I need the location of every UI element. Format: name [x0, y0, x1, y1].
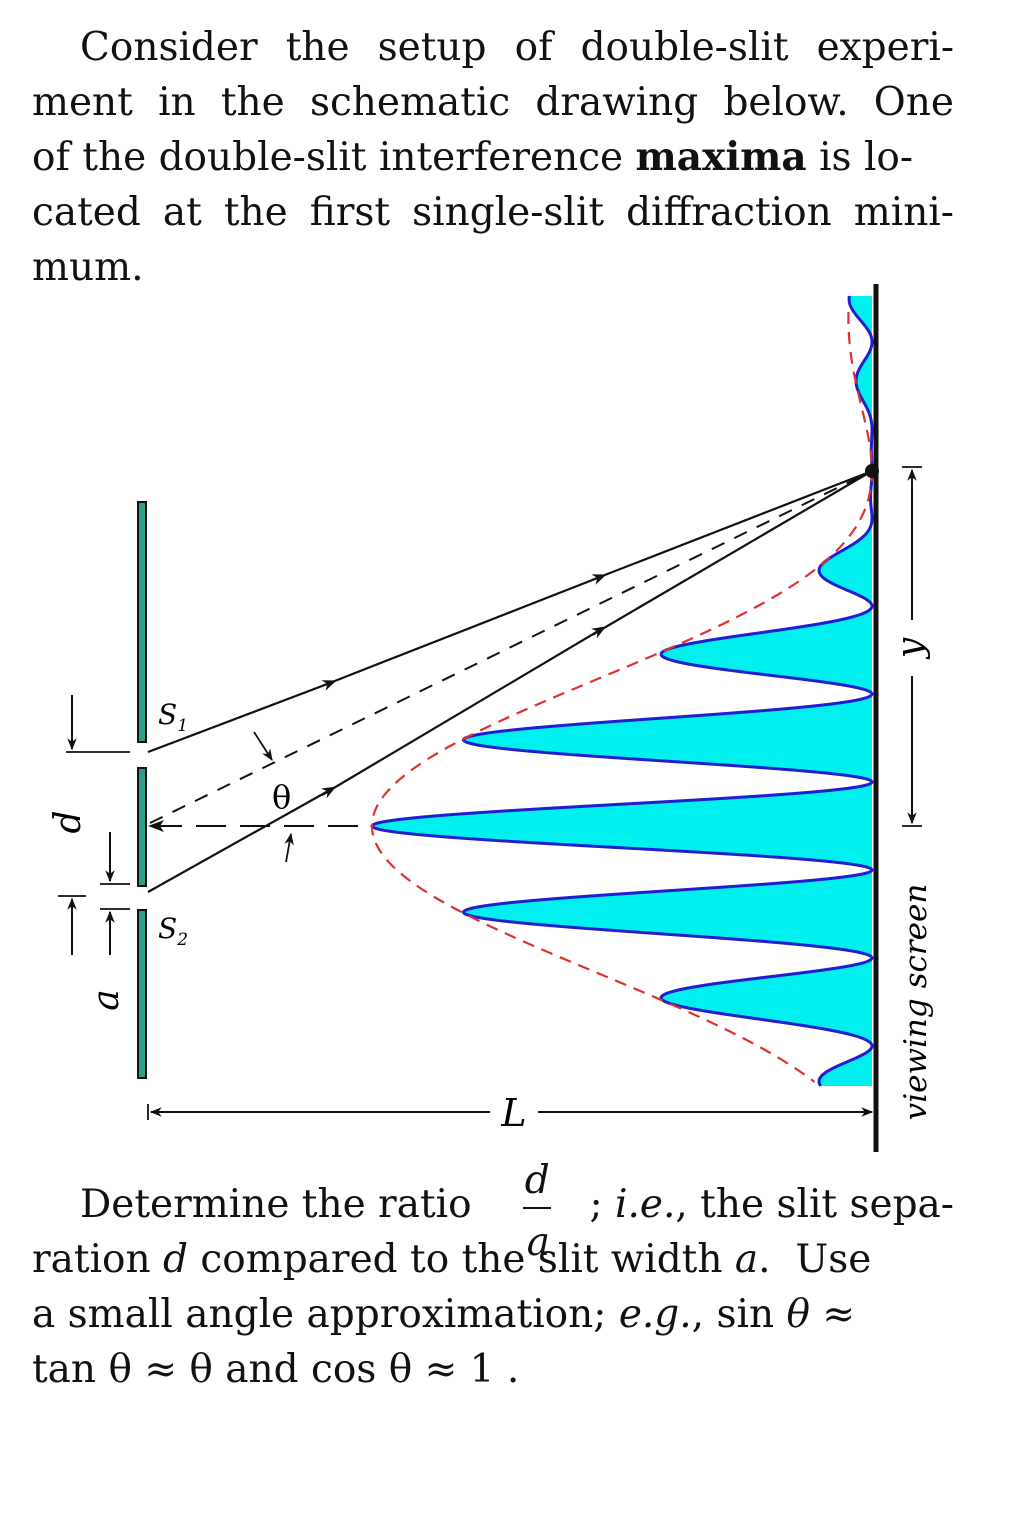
theta-label: θ: [272, 778, 291, 816]
ray-s2-segment-3: [591, 470, 873, 636]
question-line-4: tan θ ≈ θ and cos θ ≈ 1 .: [32, 1347, 520, 1392]
intro-line-3: of the double-slit interference maxima i…: [32, 130, 954, 185]
ratio-fraction: d a: [519, 1158, 555, 1265]
screen-point-marker: [865, 464, 879, 478]
question-line-2: ration d compared to the slit width a. U…: [32, 1237, 872, 1282]
ray-s1-segment-1: [147, 680, 337, 754]
interference-pattern-curve: [370, 295, 874, 1087]
central-ray-dashed: [149, 470, 873, 824]
theta-arrow-lower: [284, 832, 294, 863]
intro-paragraph: Consider the setup of double-slit experi…: [32, 20, 954, 295]
double-slit-diagram: θ S1 S2 d a L y viewing screen: [48, 284, 934, 1152]
s1-label: S1: [158, 698, 188, 736]
interference-pattern-fill: [372, 296, 872, 1086]
barrier-middle: [137, 767, 147, 887]
ray-s2-segment-2: [321, 626, 607, 796]
question-line-3: a small angle approximation; e.g., sin θ…: [32, 1292, 856, 1337]
axis-arrowhead: [148, 820, 164, 832]
viewing-screen-label: viewing screen: [898, 884, 934, 1121]
maxima-emphasis: maxima: [635, 134, 807, 180]
diffraction-envelope: [370, 312, 874, 1083]
barrier-top: [137, 501, 147, 743]
a-label: a: [86, 989, 127, 1010]
barrier-bottom: [137, 909, 147, 1079]
ray-s1-segment-2: [321, 574, 607, 688]
ray-s2-segment-1: [147, 786, 337, 893]
d-label: d: [48, 810, 89, 833]
theta-arrow-upper: [253, 731, 273, 762]
y-label: y: [890, 637, 931, 660]
intro-line-4: cated at the first single-slit diffracti…: [32, 190, 954, 235]
fraction-denominator: a: [526, 1220, 550, 1265]
question-line-1: Determine the ratio d a ; i.e., the slit…: [32, 1158, 954, 1265]
fraction-numerator: d: [524, 1158, 550, 1203]
intro-line-5: mum.: [32, 245, 144, 290]
ray-s1-segment-3: [591, 469, 873, 582]
l-label: L: [500, 1091, 526, 1135]
s2-label: S2: [158, 912, 188, 950]
fraction-bar: [522, 1207, 551, 1209]
intro-line-1: Consider the setup of double-slit experi…: [80, 25, 954, 70]
intro-line-2: ment in the schematic drawing below. One: [32, 80, 954, 125]
question-paragraph: Determine the ratio d a ; i.e., the slit…: [32, 1158, 954, 1397]
